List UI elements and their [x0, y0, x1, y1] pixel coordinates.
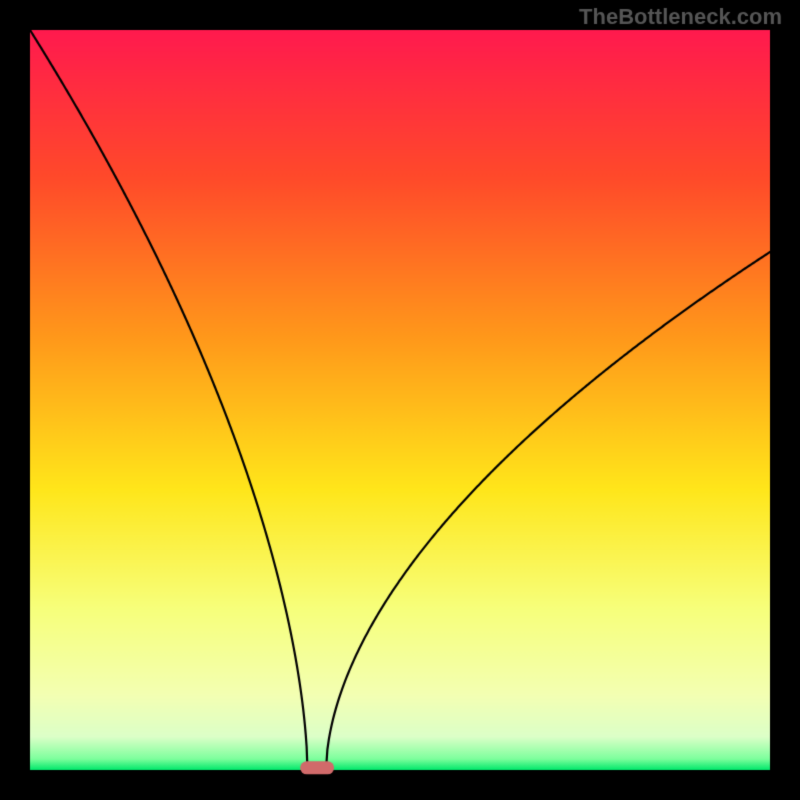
bottleneck-chart [0, 0, 800, 800]
